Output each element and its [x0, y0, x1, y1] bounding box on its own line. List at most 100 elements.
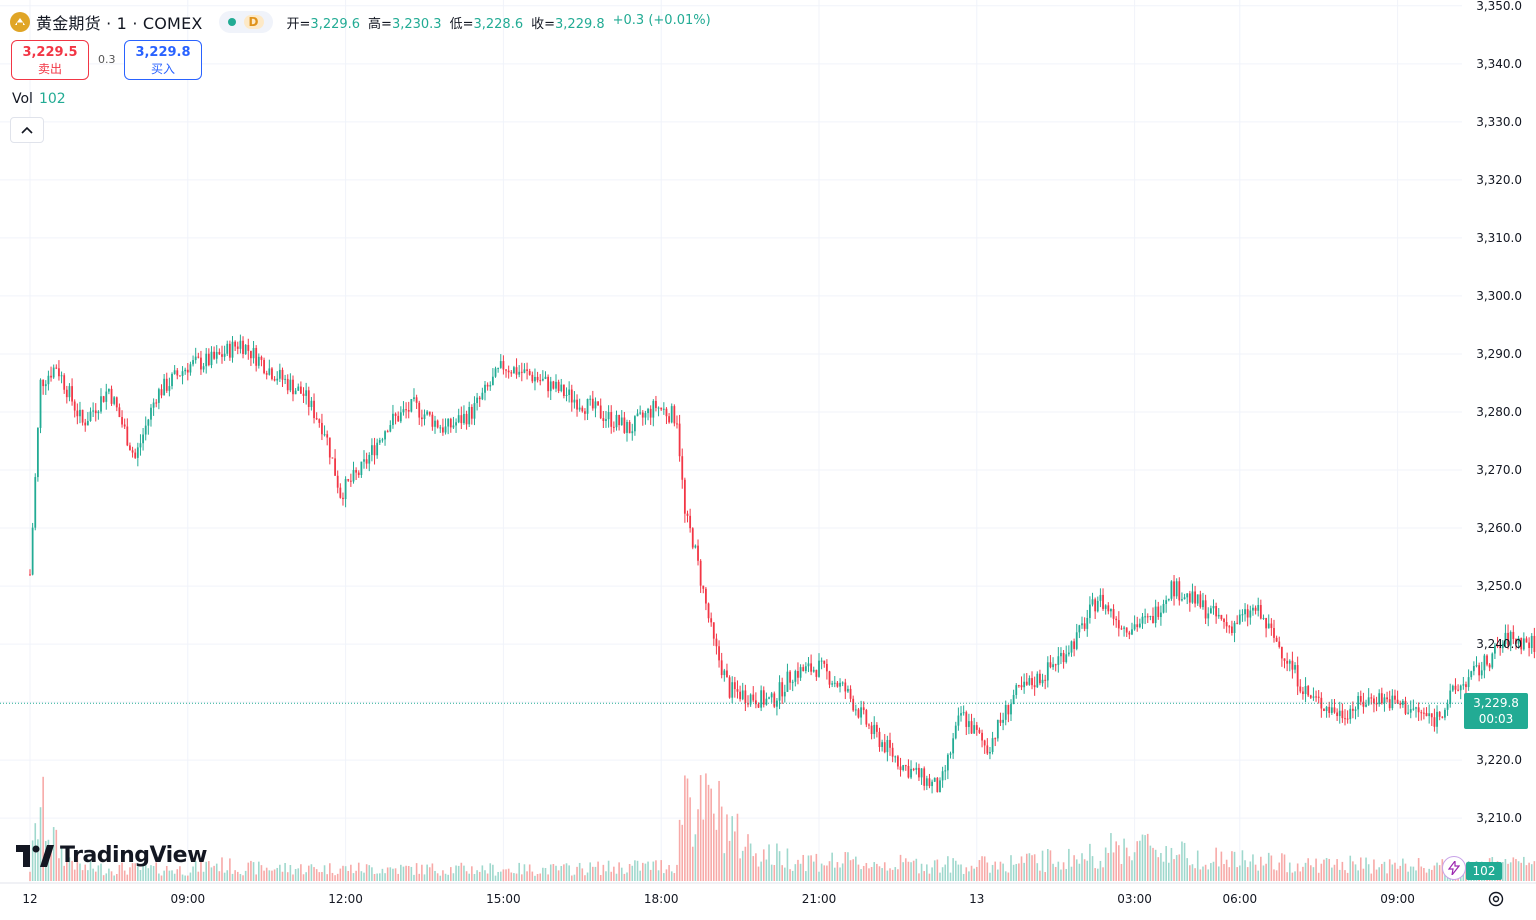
- candle-body: [812, 669, 815, 672]
- volume-bar: [1502, 862, 1504, 881]
- volume-bar: [1202, 866, 1204, 881]
- volume-bar: [1367, 864, 1370, 881]
- volume-bar: [1260, 856, 1262, 881]
- volume-bar: [1394, 862, 1396, 881]
- symbol-title[interactable]: 黄金期货 · 1 · COMEX: [36, 14, 203, 33]
- price-tick-label: 3,280.0: [1476, 405, 1522, 419]
- candle-body: [1002, 719, 1004, 723]
- chevron-up-icon: [21, 126, 33, 134]
- candle-body: [731, 682, 734, 698]
- volume-bar: [1225, 859, 1228, 881]
- volume-bar: [1139, 840, 1141, 881]
- volume-bar: [1131, 860, 1133, 881]
- volume-bar: [1112, 852, 1115, 881]
- candle-body: [1141, 616, 1144, 624]
- market-status-pill[interactable]: D: [218, 11, 273, 33]
- candle-body: [52, 367, 55, 378]
- volume-bar: [181, 874, 184, 881]
- candle-body: [1062, 652, 1065, 663]
- candle-body: [50, 375, 52, 378]
- candle-body: [402, 409, 405, 413]
- volume-bar: [515, 873, 518, 881]
- candle-body: [531, 374, 534, 382]
- candle-body: [92, 410, 95, 412]
- candle-body: [139, 443, 142, 448]
- volume-bar: [1275, 870, 1278, 881]
- volume-bar: [187, 875, 189, 881]
- candle-body: [996, 719, 999, 739]
- tradingview-logo[interactable]: TradingView: [16, 843, 207, 868]
- candle-body: [699, 560, 702, 586]
- candle-body: [986, 745, 989, 754]
- volume-bar: [294, 868, 297, 881]
- volume-bar: [613, 866, 615, 881]
- volume-bar: [242, 875, 244, 881]
- volume-bar: [50, 847, 52, 881]
- candle-body: [505, 369, 507, 371]
- candle-body: [1304, 686, 1307, 695]
- candle-body: [547, 376, 550, 392]
- candle-body: [44, 384, 47, 387]
- sell-button[interactable]: 3,229.5 卖出: [11, 40, 89, 80]
- volume-bar: [844, 852, 847, 881]
- candle-body: [868, 724, 870, 726]
- candle-body: [1033, 685, 1036, 688]
- candle-body: [1512, 631, 1515, 640]
- volume-bar: [34, 823, 37, 881]
- gear-icon[interactable]: [1486, 889, 1506, 909]
- volume-bar: [92, 868, 94, 881]
- candle-body: [134, 452, 137, 458]
- volume-bar: [265, 867, 268, 881]
- volume-bar: [1433, 865, 1436, 881]
- volume-bar: [928, 873, 931, 881]
- volume-bar: [321, 871, 323, 881]
- sell-label: 卖出: [37, 62, 62, 76]
- volume-bar: [684, 775, 686, 881]
- candle-body: [854, 709, 857, 711]
- volume-bar: [734, 831, 736, 881]
- candle-body: [1475, 665, 1478, 667]
- bolt-icon[interactable]: [1442, 856, 1466, 880]
- candle-body: [970, 721, 973, 734]
- candle-body: [1257, 605, 1260, 611]
- market-open-dot: [227, 18, 236, 26]
- candle-body: [100, 396, 102, 412]
- candle-body: [481, 392, 484, 400]
- candle-body: [1286, 660, 1289, 664]
- buy-button[interactable]: 3,229.8 买入: [124, 40, 202, 80]
- candle-body: [1138, 623, 1141, 628]
- candle-body: [1241, 614, 1244, 616]
- candle-body: [397, 415, 400, 422]
- candle-body: [1291, 660, 1294, 670]
- volume-bar: [1010, 855, 1012, 881]
- volume-bar: [718, 780, 720, 881]
- candle-body: [733, 682, 736, 690]
- candle-body: [1528, 642, 1530, 649]
- candle-body: [1436, 711, 1438, 727]
- candle-body: [728, 677, 731, 698]
- candle-body: [79, 409, 81, 417]
- candle-body: [881, 742, 884, 747]
- volume-bar: [676, 864, 678, 881]
- volume-bar: [1062, 862, 1065, 881]
- candle-body: [1417, 707, 1420, 713]
- volume-bar: [129, 867, 131, 881]
- volume-bar: [52, 827, 55, 881]
- candle-body: [263, 359, 265, 374]
- volume-bar: [247, 862, 250, 881]
- candle-body: [223, 353, 226, 357]
- collapse-legend-button[interactable]: [10, 117, 44, 143]
- volume-bar: [1196, 850, 1199, 881]
- volume-bar: [313, 867, 315, 881]
- candle-body: [171, 373, 173, 387]
- volume-bar: [1083, 859, 1086, 881]
- volume-bar: [263, 870, 265, 881]
- volume-bar: [962, 873, 965, 881]
- volume-bar: [223, 872, 226, 881]
- volume-legend[interactable]: Vol 102: [12, 91, 66, 107]
- candle-body: [757, 704, 760, 708]
- price-tick-label: 3,220.0: [1476, 753, 1522, 767]
- volume-bar: [121, 862, 123, 881]
